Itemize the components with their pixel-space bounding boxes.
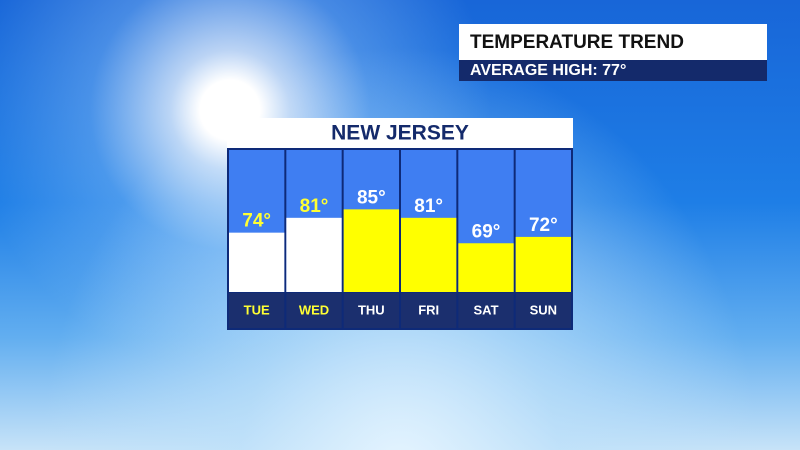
day-cell xyxy=(343,293,399,328)
value-label: 74° xyxy=(242,211,271,232)
header-title: TEMPERATURE TREND xyxy=(470,32,684,53)
day-cell xyxy=(229,293,285,328)
bar xyxy=(229,232,285,292)
value-label: 69° xyxy=(472,221,501,242)
chart-title: NEW JERSEY xyxy=(331,122,469,145)
x-tick-label: SUN xyxy=(530,302,557,317)
header-subtitle: AVERAGE HIGH: 77° xyxy=(470,62,626,79)
day-cell xyxy=(401,293,457,328)
x-tick-label: SAT xyxy=(473,302,498,317)
value-label: 72° xyxy=(529,215,558,236)
header-box xyxy=(459,24,767,60)
day-cell xyxy=(515,293,571,328)
title-band xyxy=(227,118,573,148)
bar xyxy=(343,209,399,292)
x-tick-label: FRI xyxy=(418,302,439,317)
panel xyxy=(227,148,573,330)
bar xyxy=(401,217,457,292)
bar xyxy=(458,243,514,292)
day-cell xyxy=(458,293,514,328)
subheader-box xyxy=(459,60,767,81)
value-label: 81° xyxy=(300,196,329,217)
value-label: 81° xyxy=(414,196,443,217)
x-tick-label: THU xyxy=(358,302,385,317)
x-tick-label: WED xyxy=(299,302,329,317)
bar xyxy=(286,217,342,292)
x-tick-label: TUE xyxy=(244,302,270,317)
day-cell xyxy=(286,293,342,328)
bar xyxy=(515,236,571,292)
value-label: 85° xyxy=(357,187,386,208)
